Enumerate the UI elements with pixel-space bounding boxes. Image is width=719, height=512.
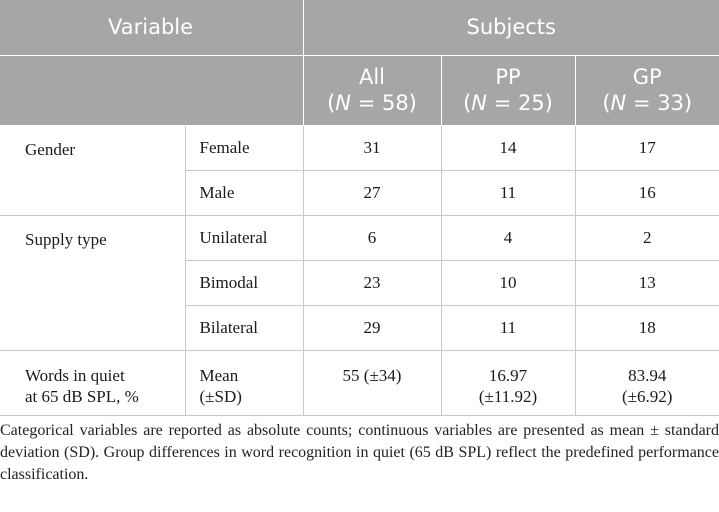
sublabel-bilateral: Bilateral (185, 305, 304, 351)
table-row: Male 27 11 16 (0, 170, 719, 216)
header-group-gp: GP (N = 33) (575, 55, 719, 126)
cell-value: 11 (441, 170, 576, 216)
cell-value: 2 (575, 215, 719, 261)
cell-value: 16 (575, 170, 719, 216)
cell-value: 18 (575, 305, 719, 351)
cell-value: 23 (303, 260, 442, 306)
subjects-table: Variable Subjects All (N = 58) PP (N = 25)… (0, 0, 719, 416)
sublabel-female: Female (185, 125, 304, 171)
cell-value: 16.97 (±11.92) (441, 350, 576, 416)
cell-value: 29 (303, 305, 442, 351)
row-label-words-in-quiet: Words in quiet at 65 dB SPL, % (0, 350, 186, 416)
cell-value: 27 (303, 170, 442, 216)
row-label-gender: Gender (0, 125, 186, 216)
table-row: Supply type Unilateral 6 4 2 (0, 215, 719, 351)
header-variable: Variable (0, 0, 304, 56)
cell-value: 14 (441, 125, 576, 171)
header-row-groups: All (N = 58) PP (N = 25) GP (N = 33) (0, 55, 719, 126)
header-blank (0, 55, 304, 126)
cell-value: 55 (±34) (303, 350, 442, 416)
cell-value: 31 (303, 125, 442, 171)
sublabel-bimodal: Bimodal (185, 260, 304, 306)
cell-value: 13 (575, 260, 719, 306)
sublabel-unilateral: Unilateral (185, 215, 304, 261)
header-group-all: All (N = 58) (303, 55, 442, 126)
row-label-supply-type: Supply type (0, 215, 186, 351)
cell-value: 83.94 (±6.92) (575, 350, 719, 416)
table-row: Gender Female 31 14 17 (0, 125, 719, 216)
header-subjects: Subjects (303, 0, 719, 56)
cell-value: 10 (441, 260, 576, 306)
header-row-top: Variable Subjects (0, 0, 719, 56)
cell-value: 6 (303, 215, 442, 261)
cell-value: 17 (575, 125, 719, 171)
table-row: Bimodal 23 10 13 (0, 260, 719, 306)
table-row: Words in quiet at 65 dB SPL, % Mean (±SD) … (0, 350, 719, 416)
cell-value: 11 (441, 305, 576, 351)
sublabel-male: Male (185, 170, 304, 216)
header-group-pp: PP (N = 25) (441, 55, 576, 126)
sublabel-mean-sd: Mean (±SD) (185, 350, 304, 416)
table-row: Bilateral 29 11 18 (0, 305, 719, 351)
cell-value: 4 (441, 215, 576, 261)
table-footnote: Categorical variables are reported as ab… (0, 422, 719, 483)
